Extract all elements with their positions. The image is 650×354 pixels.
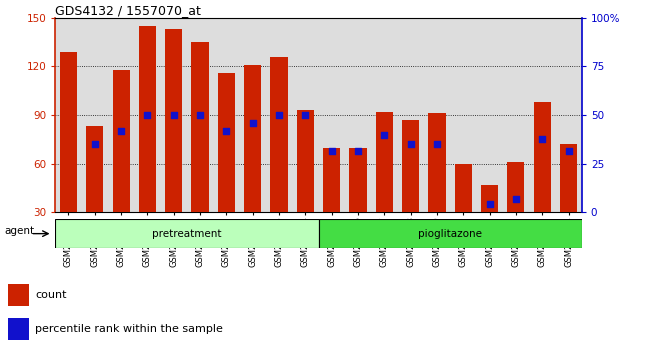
Bar (376, 112, 393, 212)
Bar (323, 148, 340, 212)
Point (432, 141, 442, 147)
Point (195, 112, 205, 118)
Point (406, 141, 416, 147)
Bar (402, 120, 419, 212)
Bar (508, 162, 525, 212)
Bar (8, 284, 29, 306)
Point (326, 148, 337, 154)
Point (537, 137, 547, 142)
Bar (112, 70, 129, 212)
Point (300, 112, 311, 118)
Text: count: count (35, 290, 66, 300)
Bar (8, 318, 29, 340)
Bar (86, 126, 103, 212)
Bar (534, 102, 551, 212)
Text: agent: agent (5, 226, 34, 236)
Bar (481, 185, 498, 212)
Point (564, 148, 574, 154)
Bar (60, 52, 77, 212)
Bar (560, 144, 577, 212)
Text: percentile rank within the sample: percentile rank within the sample (35, 324, 223, 334)
Bar (455, 164, 472, 212)
Point (221, 129, 231, 134)
Bar (165, 29, 182, 212)
Text: pioglitazone: pioglitazone (418, 229, 482, 239)
Bar (297, 110, 314, 212)
Point (379, 132, 389, 137)
Point (274, 112, 284, 118)
Point (116, 129, 126, 134)
Point (248, 120, 258, 126)
Text: GDS4132 / 1557070_at: GDS4132 / 1557070_at (55, 4, 201, 17)
Bar (55, 219, 318, 248)
Point (90, 141, 100, 147)
Bar (428, 113, 445, 212)
Bar (270, 57, 287, 212)
Bar (244, 65, 261, 212)
Bar (139, 26, 156, 212)
Bar (192, 42, 209, 212)
Point (511, 196, 521, 202)
Bar (318, 219, 582, 248)
Point (168, 112, 179, 118)
Text: pretreatment: pretreatment (152, 229, 222, 239)
Bar (350, 148, 367, 212)
Point (484, 201, 495, 207)
Point (353, 148, 363, 154)
Bar (218, 73, 235, 212)
Point (142, 112, 153, 118)
